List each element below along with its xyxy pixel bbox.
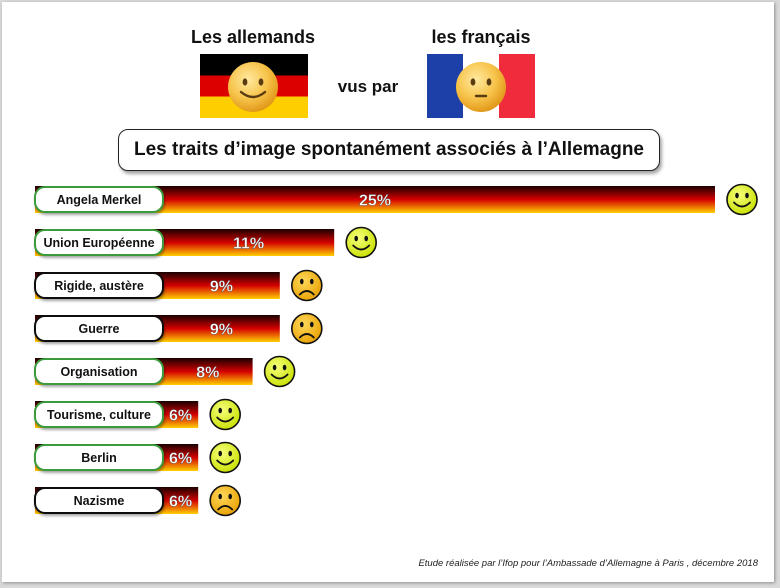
happy-face-icon [228, 62, 278, 112]
value-label: 9% [210, 322, 233, 339]
value-label: 6% [169, 408, 192, 425]
value-label: 9% [210, 279, 233, 296]
smiley-icon [209, 441, 241, 474]
neutral-face-icon [456, 62, 506, 112]
value-label: 6% [169, 494, 192, 511]
category-label-text: Berlin [81, 451, 116, 465]
source-note: Etude réalisée par l’Ifop pour l’Ambassa… [418, 558, 758, 569]
header-right-title: les français [431, 27, 531, 47]
value-label: 11% [233, 236, 264, 253]
smiley-icon [345, 226, 378, 259]
header-left-title: Les allemands [190, 27, 316, 47]
category-label-text: Angela Merkel [57, 193, 142, 207]
value-label: 8% [196, 365, 219, 382]
category-label [34, 401, 164, 428]
smiley-icon [726, 183, 758, 216]
category-label-text: Organisation [60, 365, 137, 379]
category-label-text: Tourisme, culture [47, 408, 151, 422]
frown-icon [290, 269, 323, 302]
frown-icon [209, 484, 241, 517]
category-label [34, 272, 164, 299]
header-connector: vus par [337, 77, 399, 96]
category-label-text: Nazisme [74, 494, 125, 508]
chart-title: Les traits d’image spontanément associés… [118, 129, 660, 171]
category-label-text: Guerre [79, 322, 120, 336]
smiley-icon [263, 355, 296, 388]
category-label [34, 186, 164, 213]
category-label-text: Union Européenne [43, 236, 154, 250]
frown-icon [290, 312, 323, 345]
category-label [34, 487, 164, 514]
value-label: 6% [169, 451, 192, 468]
category-label [34, 315, 164, 342]
category-label [34, 444, 164, 471]
value-label: 25% [359, 193, 391, 210]
category-label [34, 358, 164, 385]
smiley-icon [209, 398, 241, 431]
category-label-text: Rigide, austère [54, 279, 144, 293]
category-label [34, 229, 164, 256]
